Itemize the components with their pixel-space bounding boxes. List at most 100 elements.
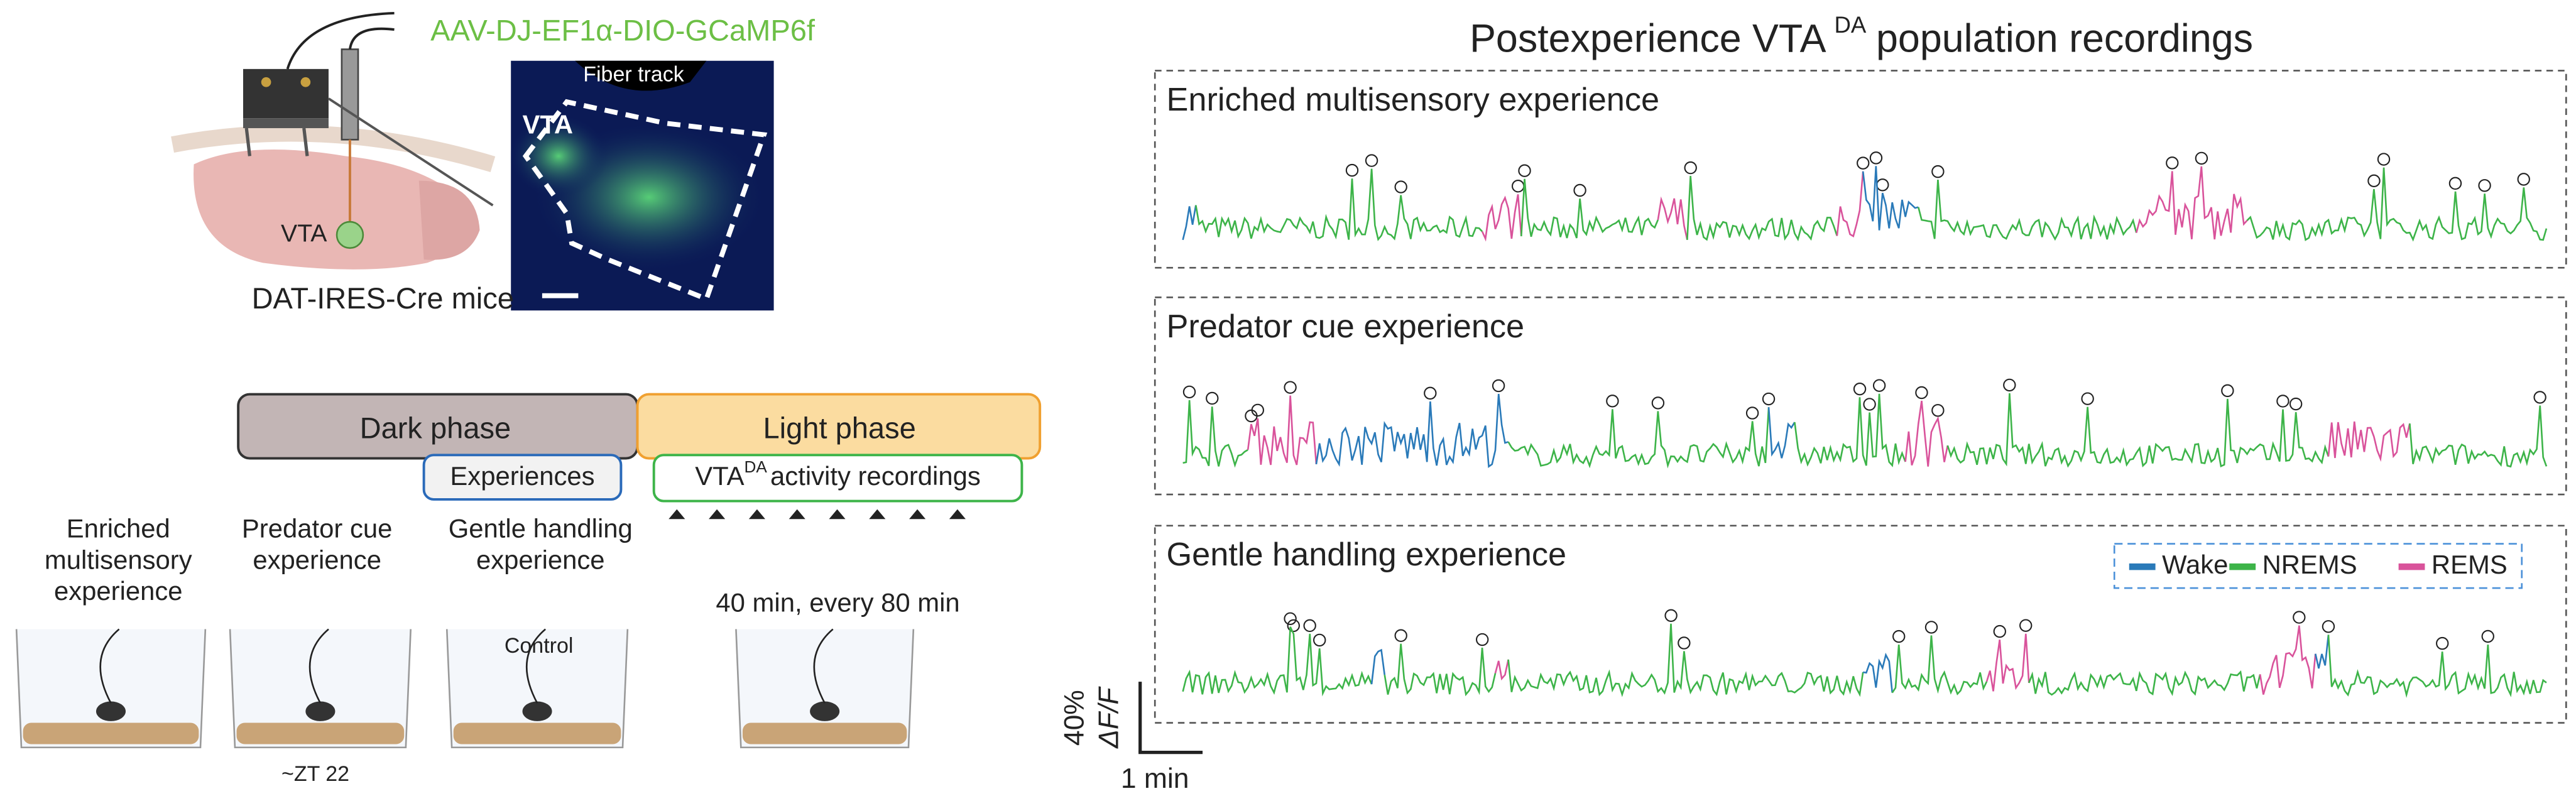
cage [445, 629, 629, 749]
trace [1657, 196, 1688, 241]
peak [1993, 624, 2006, 638]
peak [1251, 403, 1264, 417]
peak [1424, 386, 1437, 400]
trace [1182, 205, 1197, 241]
trace-panels: Enriched multisensory experience Predator… [1154, 70, 2567, 724]
trace [2409, 405, 2548, 468]
peak [1892, 629, 1906, 643]
marker [709, 509, 726, 520]
peak [2081, 392, 2094, 405]
trace [1686, 175, 1838, 242]
tether [99, 628, 120, 704]
trace [2028, 670, 2261, 697]
peak [2436, 636, 2449, 650]
peak [1518, 164, 1531, 177]
condition-label: multisensory [45, 545, 192, 574]
experiences-label: Experiences [450, 461, 594, 491]
peak [1182, 385, 1196, 399]
title-sup: DA [1834, 12, 1866, 38]
recordings-label: VTADA activity recordings [695, 457, 981, 491]
right-title: Postexperience VTA DA population recording… [1470, 12, 2253, 60]
peak [1678, 636, 1691, 650]
virus-label: AAV-DJ-EF1α-DIO-GCaMP6f [430, 14, 816, 47]
peak [2377, 153, 2391, 166]
peak [2322, 620, 2335, 633]
trace [2327, 635, 2547, 699]
mouse [96, 701, 126, 721]
tether [525, 628, 546, 704]
control-label: Control [505, 634, 574, 658]
peak [2448, 177, 2462, 190]
bedding [453, 722, 621, 744]
trace [1862, 166, 1919, 231]
panel-frame [1154, 525, 2567, 724]
peak [2517, 173, 2530, 186]
trace [1794, 393, 1906, 467]
legend-label: Wake [2162, 550, 2228, 579]
trace [1891, 635, 1988, 695]
trace [1836, 171, 1864, 238]
legend-box [2113, 543, 2523, 589]
peak [1876, 178, 1889, 192]
trace [2327, 421, 2411, 462]
peak [1284, 381, 1297, 394]
recording-markers [669, 509, 966, 520]
peak [2533, 391, 2546, 404]
cage [15, 629, 207, 749]
trace [1862, 652, 1894, 693]
peak [1869, 151, 1883, 165]
peak [1931, 404, 1945, 417]
peak [1872, 379, 1886, 392]
peak [1863, 398, 1876, 411]
cages [15, 628, 915, 749]
recordings-suffix: activity recordings [770, 461, 981, 491]
scale-x: 1 min [1121, 763, 1189, 794]
peak [1313, 633, 1326, 647]
peak [1394, 629, 1407, 642]
scale-bar [1138, 682, 1203, 755]
trace [1918, 179, 2137, 241]
condition-label: experience [476, 545, 605, 574]
trace [1494, 659, 1509, 681]
zt-label: ~ZT 22 [281, 762, 349, 786]
peak [1931, 165, 1945, 178]
title-suffix: population recordings [1876, 16, 2253, 60]
peak [2478, 179, 2491, 192]
recordings-sup: DA [745, 457, 768, 476]
panel-frame [1154, 296, 2567, 496]
peak [1915, 386, 1928, 400]
peak [1684, 161, 1697, 175]
bedding [742, 722, 907, 744]
marker [949, 509, 966, 520]
peak [1924, 621, 1938, 634]
peak [2221, 384, 2234, 398]
peak [2293, 611, 2306, 624]
peak [1475, 633, 1489, 646]
trace [1481, 194, 1522, 242]
marker [829, 509, 846, 520]
marker [909, 509, 926, 520]
condition-label: 40 min, every 80 min [716, 587, 959, 617]
brain-region: VTA [281, 219, 327, 247]
trace [2136, 166, 2248, 240]
peak [2003, 378, 2016, 392]
peak [1345, 163, 1359, 177]
trace [1370, 648, 1386, 685]
peak [1365, 154, 1378, 167]
fiber-label: Fiber track [583, 62, 685, 86]
peak [1762, 392, 1776, 406]
trace [1247, 395, 1318, 466]
trace [1384, 643, 1497, 697]
trace [2259, 625, 2317, 695]
peak [1287, 619, 1300, 633]
trace [1182, 400, 1248, 468]
peak [1664, 609, 1678, 623]
title-prefix: Postexperience VTA [1470, 16, 1826, 60]
tether [308, 628, 329, 704]
scale-y-unit: ΔF/F [1093, 686, 1124, 749]
peak [1394, 180, 1407, 193]
trace [1767, 407, 1796, 459]
peak [2289, 397, 2303, 411]
